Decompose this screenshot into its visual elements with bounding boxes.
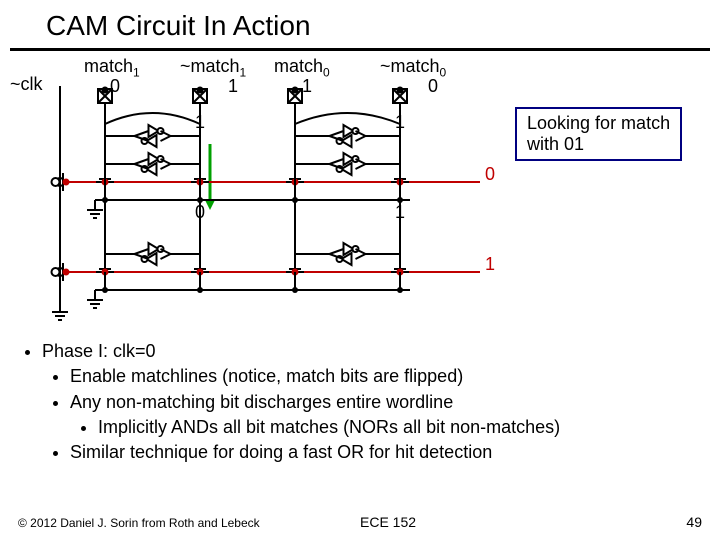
bullet-2: Enable matchlines (notice, match bits ar…: [70, 364, 560, 388]
bullet-5: Similar technique for doing a fast OR fo…: [70, 440, 560, 464]
circuit-svg: [10, 52, 710, 322]
footer-copyright: © 2012 Daniel J. Sorin from Roth and Leb…: [18, 516, 260, 530]
bullet-1: Phase I: clk=0: [42, 339, 560, 363]
circuit-diagram: ~clk match1 0 ~match1 1 match0 1 ~match0…: [10, 52, 710, 322]
title-underline: [10, 48, 710, 51]
bullet-4: Implicitly ANDs all bit matches (NORs al…: [98, 415, 560, 439]
footer-page: 49: [686, 514, 702, 530]
bullet-list: Phase I: clk=0 Enable matchlines (notice…: [20, 338, 560, 465]
bullet-3: Any non-matching bit discharges entire w…: [70, 390, 560, 414]
footer-course: ECE 152: [360, 514, 416, 530]
slide-title: CAM Circuit In Action: [46, 10, 311, 42]
